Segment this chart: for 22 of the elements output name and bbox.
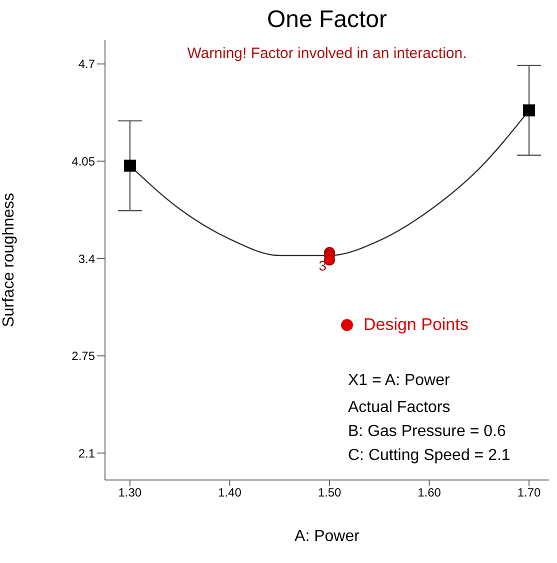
y-tick-label: 2.1 (78, 446, 96, 460)
annotation: 3 (318, 257, 327, 274)
x-tick-label: 1.50 (318, 486, 342, 500)
y-tick-label: 3.4 (78, 252, 96, 266)
x-axis-title: A: Power (294, 528, 360, 545)
annotation: C: Cutting Speed = 2.1 (348, 447, 510, 464)
annotation: B: Gas Pressure = 0.6 (348, 423, 506, 440)
y-tick-label: 4.05 (72, 154, 96, 168)
x-tick-label: 1.70 (517, 486, 542, 500)
x-tick-label: 1.40 (218, 486, 242, 500)
point (523, 104, 536, 116)
point (124, 160, 136, 172)
annotation: Actual Factors (348, 399, 450, 416)
chart-title: One Factor (266, 6, 388, 34)
legend-label: Design Points (363, 315, 468, 335)
y-tick-label: 4.7 (78, 57, 96, 72)
y-axis-title: Surface roughness (0, 192, 18, 328)
y-tick-label: 2.75 (72, 349, 96, 364)
x-tick-label: 1.60 (418, 486, 442, 500)
annotation: X1 = A: Power (348, 372, 451, 389)
annotation: Warning! Factor involved in an interaction. (187, 45, 467, 62)
x-tick-label: 1.30 (118, 486, 142, 500)
